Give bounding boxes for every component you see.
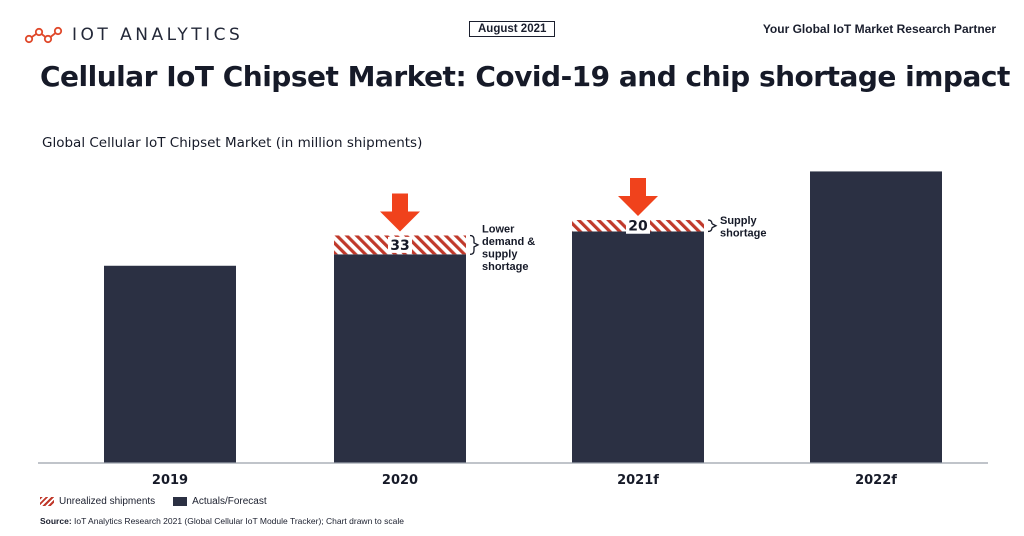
x-tick-label-2019: 2019: [152, 473, 188, 488]
data-label-bg-2020: [388, 236, 412, 253]
bar-2020: [334, 254, 466, 463]
chart-title: Global Cellular IoT Chipset Market (in m…: [42, 135, 423, 151]
bar-2019: [104, 265, 236, 463]
down-arrow-icon: [380, 193, 420, 232]
date-badge: August 2021: [469, 21, 556, 37]
annotation-2021f-line-0: Supply: [720, 215, 758, 227]
tagline: Your Global IoT Market Research Partner: [762, 22, 996, 36]
chart-legend: Unrealized shipments Actuals/Forecast: [40, 496, 279, 507]
legend-item-unrealized: Unrealized shipments: [40, 496, 155, 507]
data-label-2020: 33: [390, 238, 409, 254]
logo-network-icon: [24, 26, 63, 44]
bar-2022f: [810, 171, 942, 463]
source-label: Source:: [40, 516, 72, 526]
x-tick-label-2022f: 2022f: [855, 473, 897, 488]
page-title: Cellular IoT Chipset Market: Covid-19 an…: [40, 60, 1010, 93]
source-note: Source: IoT Analytics Research 2021 (Glo…: [40, 516, 404, 526]
brace-2021f: [707, 219, 718, 233]
down-arrow-icon: [618, 178, 658, 217]
legend-label-unrealized: Unrealized shipments: [59, 496, 156, 507]
logo: IOT ANALYTICS: [24, 24, 243, 46]
legend-swatch-unrealized: [40, 497, 54, 506]
legend-label-actual: Actuals/Forecast: [192, 496, 267, 507]
brace-2020: [469, 234, 480, 255]
annotation-2020-line-1: demand &: [482, 236, 535, 248]
logo-text: IOT ANALYTICS: [72, 25, 244, 45]
source-text: IoT Analytics Research 2021 (Global Cell…: [74, 516, 404, 526]
bar-2021f: [572, 231, 704, 463]
legend-item-actual: Actuals/Forecast: [173, 496, 267, 507]
data-label-bg-2021f: [626, 217, 650, 234]
x-tick-label-2021f: 2021f: [617, 473, 659, 488]
annotation-2020-line-0: Lower: [482, 223, 515, 235]
legend-swatch-actual: [173, 497, 188, 506]
annotation-2020-line-2: supply: [482, 248, 518, 260]
x-tick-label-2020: 2020: [382, 473, 418, 488]
annotation-2020-line-3: shortage: [482, 261, 528, 273]
annotation-2021f-line-1: shortage: [720, 228, 766, 240]
data-label-2021f: 20: [628, 219, 648, 235]
